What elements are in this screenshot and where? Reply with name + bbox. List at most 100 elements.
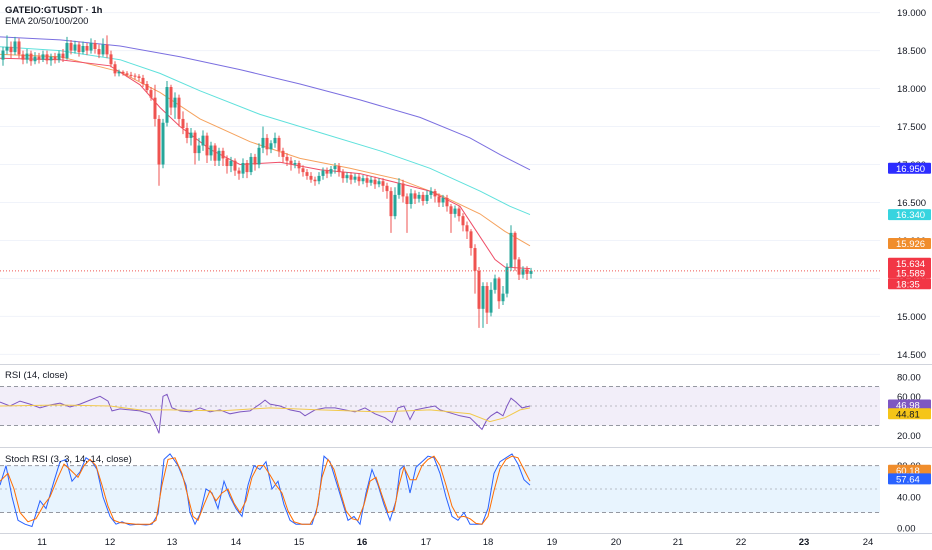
- candle-body: [85, 46, 89, 51]
- price-axis-tick: 15.000: [897, 312, 926, 323]
- time-axis-tick: 24: [863, 537, 874, 548]
- candle-body: [529, 270, 533, 274]
- rsi-axis-tick: 20.00: [897, 431, 921, 442]
- candle-body: [509, 232, 513, 268]
- time-axis-tick: 16: [357, 537, 368, 548]
- candle-body: [517, 259, 521, 275]
- price-badge-label: 15.589: [896, 268, 925, 279]
- candle-body: [197, 145, 201, 154]
- candle-body: [457, 208, 461, 217]
- time-axis[interactable]: 11 12 13 14 15 16 17 18 19 20 21 22 23 24: [37, 537, 873, 548]
- candle-body: [361, 178, 365, 182]
- candle-body: [177, 97, 181, 119]
- candle-body: [393, 194, 397, 217]
- candle-body: [429, 191, 433, 195]
- candle-body: [53, 56, 57, 60]
- candle-body: [73, 44, 77, 51]
- candle-body: [97, 49, 101, 55]
- stoch-badge-bg: [888, 464, 931, 476]
- candle-body: [217, 150, 221, 161]
- candle-body: [441, 197, 445, 203]
- candle-body: [113, 64, 117, 74]
- candle-body: [29, 53, 33, 62]
- candle-body: [145, 83, 149, 91]
- candle-body: [101, 44, 105, 55]
- candle-body: [341, 172, 345, 179]
- price-badge-label: 15.926: [896, 239, 925, 250]
- candle-body: [309, 175, 313, 180]
- time-axis-tick: 22: [736, 537, 747, 548]
- price-axis-tick: 19.000: [897, 8, 926, 19]
- time-axis-tick: 19: [547, 537, 558, 548]
- candle-body: [105, 44, 109, 55]
- candle-body: [277, 137, 281, 151]
- price-badge-label: 15.634: [896, 259, 925, 270]
- candle-body: [461, 216, 465, 226]
- stoch-series-2: [0, 455, 531, 525]
- candle-body: [1, 50, 5, 60]
- stoch-rsi-indicator-label: Stoch RSI (3, 3, 14, 14, close): [5, 454, 132, 465]
- candle-body: [453, 208, 457, 214]
- candle-body: [497, 278, 501, 302]
- rsi-badge-bg: [888, 408, 931, 420]
- stoch-badge-bg: [888, 473, 931, 485]
- candle-body: [321, 170, 325, 176]
- candle-body: [141, 77, 145, 84]
- candle-body: [5, 46, 9, 51]
- candle-body: [149, 90, 153, 98]
- candle-body: [201, 135, 205, 146]
- candle-body: [337, 166, 341, 173]
- ema-line-4: [0, 57, 531, 270]
- candle-body: [505, 267, 509, 294]
- price-axis-tick: 18.500: [897, 46, 926, 57]
- candle-body: [273, 137, 277, 144]
- rsi-badge-label: 44.81: [896, 409, 920, 420]
- candle-body: [245, 162, 249, 173]
- candle-body: [325, 170, 329, 174]
- candle-body: [493, 278, 497, 290]
- candle-body: [37, 56, 41, 60]
- candle-body: [357, 176, 361, 182]
- candle-body: [69, 42, 73, 51]
- candle-body: [261, 137, 265, 148]
- candle-body: [389, 191, 393, 217]
- candle-body: [13, 41, 17, 53]
- candle-body: [61, 53, 65, 59]
- price-badge-bg: [888, 162, 931, 174]
- candle-body: [293, 162, 297, 165]
- price-axis-tick: 16.500: [897, 198, 926, 209]
- rsi-axis-tick: 60.00: [897, 392, 921, 403]
- symbol-title: GATEIO:GTUSDT · 1h: [5, 5, 103, 16]
- candle-body: [385, 185, 389, 192]
- candle-body: [41, 54, 45, 60]
- candle-body: [25, 53, 29, 60]
- time-axis-tick: 20: [611, 537, 622, 548]
- candle-body: [169, 87, 173, 108]
- candle-body: [373, 179, 377, 185]
- candle-body: [125, 73, 129, 75]
- candle-body: [129, 74, 133, 76]
- time-axis-tick: 15: [294, 537, 305, 548]
- candle-body: [173, 97, 177, 108]
- price-axis-tick: 14.500: [897, 350, 926, 361]
- candle-body: [445, 197, 449, 207]
- price-badge-bg: [888, 267, 931, 279]
- stoch-series-1: [0, 453, 531, 528]
- candle-body: [265, 137, 269, 150]
- candle-body: [121, 71, 125, 74]
- rsi-series-2: [0, 404, 531, 423]
- candle-body: [205, 135, 209, 156]
- stoch-axis-tick: 0.00: [897, 524, 916, 535]
- price-pane[interactable]: 19.00018.50018.00017.50017.00016.50016.0…: [0, 8, 932, 365]
- candle-body: [89, 42, 93, 51]
- price-badge-label: 18:35: [896, 279, 920, 290]
- candle-body: [481, 286, 485, 309]
- candle-body: [485, 286, 489, 313]
- price-axis-tick: 18.000: [897, 84, 926, 95]
- candle-body: [157, 118, 161, 165]
- candle-body: [9, 46, 13, 53]
- candle-body: [249, 156, 253, 173]
